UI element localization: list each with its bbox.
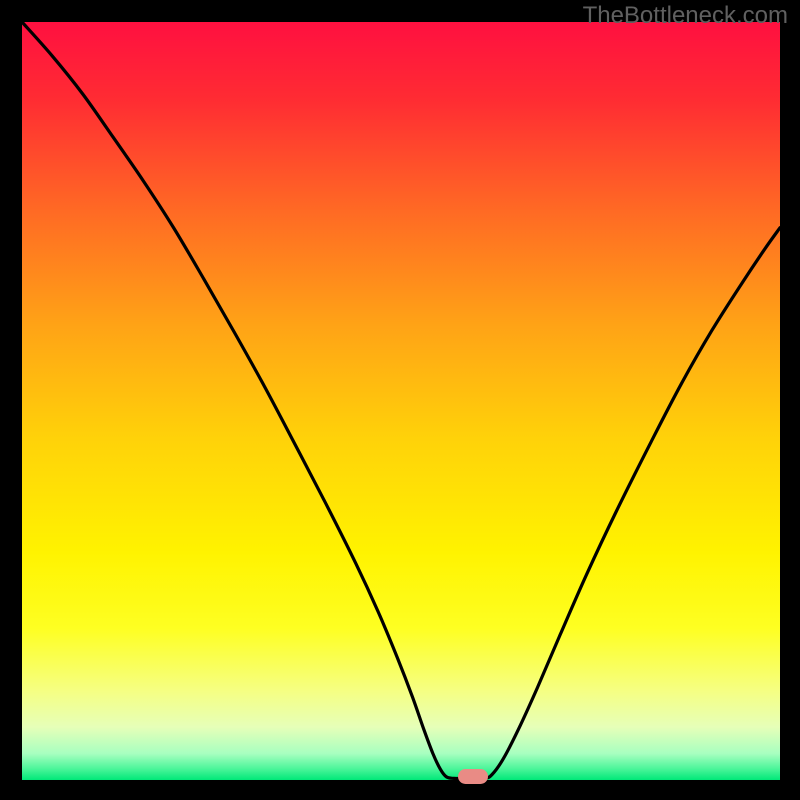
optimum-marker xyxy=(458,769,488,784)
chart-canvas: TheBottleneck.com xyxy=(0,0,800,800)
watermark-text: TheBottleneck.com xyxy=(583,2,788,30)
plot-area xyxy=(22,22,780,780)
bottleneck-curve xyxy=(22,22,780,780)
